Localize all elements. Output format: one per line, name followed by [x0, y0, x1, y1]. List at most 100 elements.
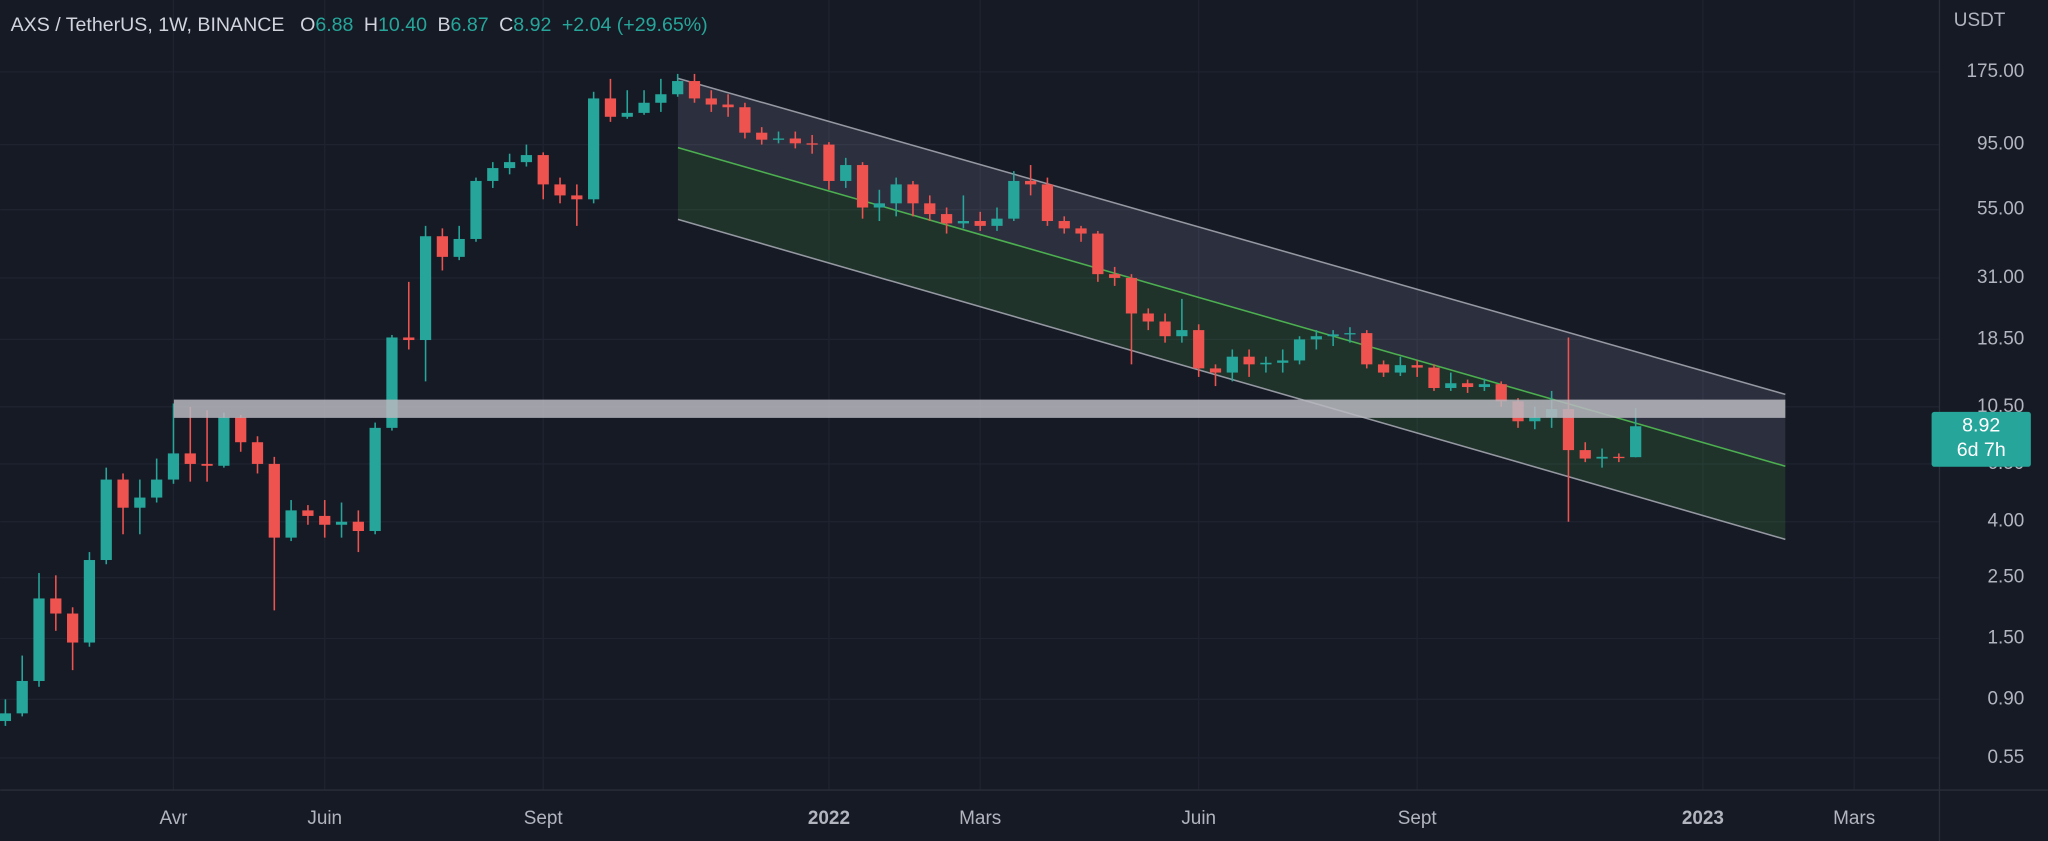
y-axis-unit: USDT: [1954, 10, 2006, 31]
price-tag: 8.92 6d 7h: [1931, 411, 2031, 467]
candle-body: [1411, 365, 1423, 368]
candle-body: [1630, 426, 1642, 458]
candle-body: [1243, 356, 1255, 365]
candle-body: [403, 337, 415, 341]
x-tick-label: Avr: [159, 808, 187, 829]
x-tick-label: Mars: [1833, 808, 1875, 829]
candle-body: [1260, 362, 1272, 365]
candle-body: [369, 427, 381, 532]
legend-key: C: [499, 14, 513, 36]
x-tick-label: 2022: [808, 808, 850, 829]
candle-body: [772, 138, 785, 140]
x-tick-label: 2023: [1682, 808, 1724, 829]
change: +2.04 (+29.65%): [562, 14, 708, 36]
symbol: AXS / TetherUS, 1W, BINANCE: [11, 14, 285, 36]
candle-body: [604, 98, 617, 117]
x-tick-label: Juin: [1181, 808, 1216, 829]
candle-body: [1495, 384, 1507, 402]
candle-body: [1142, 313, 1154, 322]
legend-key: O: [300, 14, 315, 36]
candle-body: [1327, 334, 1339, 337]
candle-body: [235, 417, 247, 443]
candle-body: [50, 598, 62, 614]
x-tick-label: Sept: [524, 808, 564, 829]
y-tick-label: 55.00: [1977, 199, 2024, 220]
legend-value: 6.87: [451, 14, 489, 36]
candle-body: [1579, 450, 1591, 459]
y-tick-label: 1.50: [1987, 628, 2024, 649]
candle-body: [1562, 409, 1575, 451]
legend-key: H: [364, 14, 378, 36]
candle-body: [1041, 184, 1054, 222]
candle-body: [1596, 456, 1608, 459]
candle-body: [739, 107, 751, 133]
candle-body: [991, 218, 1003, 226]
upper-channel: [677, 78, 1786, 467]
candle-body: [184, 453, 196, 464]
candle-body: [1445, 383, 1457, 388]
price-tag-box: [1931, 411, 2031, 467]
candle-body: [1377, 364, 1390, 373]
candle-body: [1075, 228, 1087, 234]
candle-body: [268, 463, 280, 538]
candle-body: [1058, 221, 1070, 229]
candle-body: [1361, 333, 1373, 365]
header-legend: AXS / TetherUS, 1W, BINANCE O6.88 H10.40 B6…: [11, 14, 708, 36]
candle-body: [688, 81, 701, 99]
candle-body: [621, 112, 633, 117]
candle-body: [285, 510, 297, 538]
candle-body: [940, 214, 953, 224]
candle-body: [201, 463, 213, 466]
y-tick-label: 0.55: [1987, 747, 2024, 768]
candle-body: [453, 238, 465, 257]
candle-body: [856, 165, 869, 208]
candle-body: [789, 138, 801, 144]
candle-body: [974, 221, 986, 226]
candle-body: [1277, 360, 1289, 363]
channel-drawings: [677, 77, 1786, 541]
lower-channel: [677, 147, 1786, 540]
candle-body: [1159, 321, 1171, 337]
candle-body: [302, 510, 314, 516]
candle-body: [571, 195, 583, 200]
candle-body: [1176, 330, 1188, 337]
candle-body: [1125, 277, 1138, 314]
candle-body: [722, 104, 734, 108]
legend-value: 8.92: [513, 14, 551, 36]
candle-body: [0, 713, 12, 722]
candle-body: [487, 168, 499, 181]
candle-body: [1025, 180, 1037, 185]
candle-body: [588, 98, 600, 200]
candle-body: [1529, 417, 1541, 422]
candle-body: [151, 479, 163, 498]
y-tick-label: 10.50: [1977, 396, 2024, 417]
y-tick-label: 2.50: [1987, 567, 2024, 588]
candle-body: [218, 417, 230, 466]
candle-body: [83, 560, 96, 643]
candle-body: [1092, 233, 1104, 275]
candle-body: [1008, 180, 1020, 219]
candle-body: [67, 613, 79, 643]
y-tick-label: 0.90: [1987, 688, 2024, 709]
candle-body: [1613, 456, 1625, 459]
candle-body: [1226, 356, 1238, 373]
candle-body: [16, 680, 28, 714]
candle-body: [957, 221, 970, 224]
candle-body: [319, 515, 331, 525]
candle-body: [335, 521, 348, 525]
candle-body: [386, 337, 398, 428]
candle-body: [1193, 330, 1205, 369]
legend-key: B: [437, 14, 450, 36]
candle-body: [1344, 333, 1356, 335]
candle-body: [638, 102, 650, 113]
candle-body: [907, 184, 919, 204]
candle-body: [167, 453, 180, 480]
candle-body: [100, 479, 112, 561]
candle-body: [554, 184, 566, 196]
candle-body: [823, 144, 835, 181]
y-tick-label: 175.00: [1966, 61, 2024, 82]
candle-body: [924, 203, 936, 215]
legend-value: 6.88: [315, 14, 353, 36]
candle-body: [806, 143, 818, 145]
